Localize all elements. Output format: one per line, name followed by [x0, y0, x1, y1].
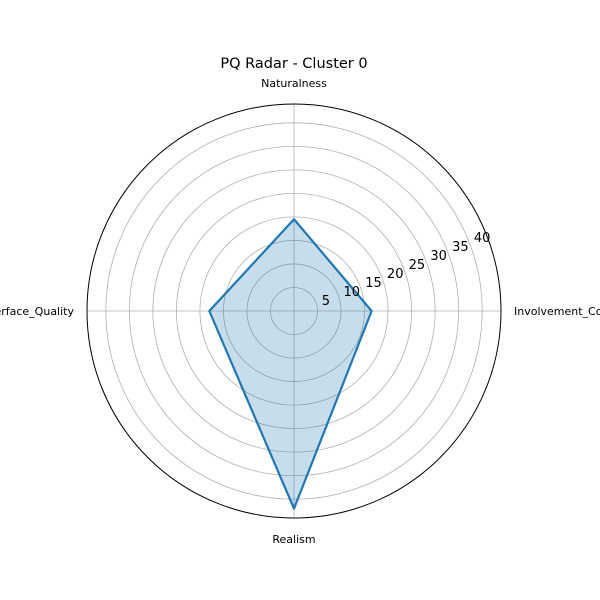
category-label-involvement-control: Involvement_Control: [514, 305, 600, 318]
radial-tick-label: 10: [343, 285, 360, 300]
category-label-interface-quality: Interface_Quality: [0, 305, 74, 318]
radial-tick-label: 20: [387, 267, 404, 282]
series-layer: [208, 218, 373, 510]
series-line: [208, 218, 373, 510]
series-area: [209, 219, 372, 509]
radial-tick-label: 40: [474, 231, 491, 246]
radial-tick-label: 25: [409, 258, 426, 273]
category-label-realism: Realism: [272, 533, 315, 546]
chart-title: PQ Radar - Cluster 0: [220, 56, 367, 72]
category-label-naturalness: Naturalness: [261, 77, 327, 90]
label-layer: 5 10 15 20 25 30 35 40 Involvement_Control Natura…: [0, 77, 600, 546]
radial-tick-label: 30: [430, 249, 447, 264]
radial-tick-label: 5: [322, 294, 330, 309]
radial-tick-label: 35: [452, 240, 469, 255]
outer-spine: [86, 103, 502, 519]
grid-layer: [86, 103, 502, 519]
radial-tick-label: 15: [365, 276, 382, 291]
